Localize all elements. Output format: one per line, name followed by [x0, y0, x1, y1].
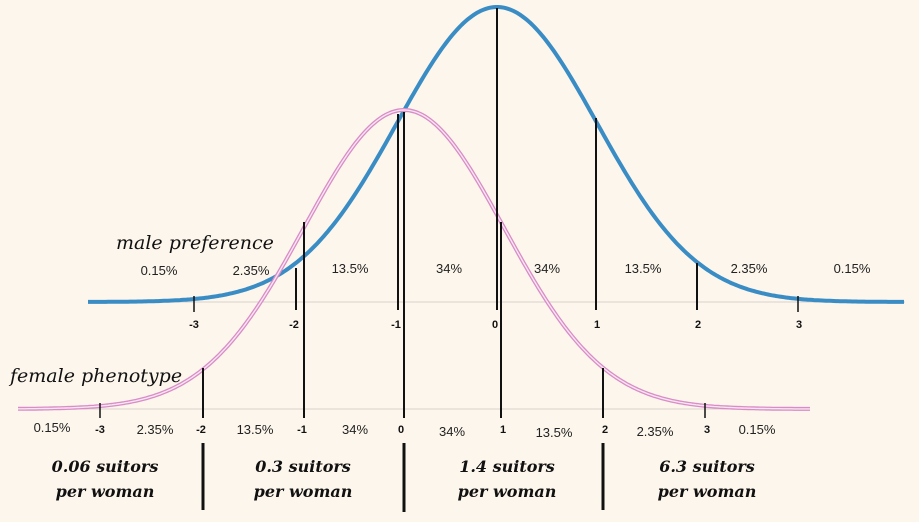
female-pct-label: 13.5% [536, 425, 573, 440]
female-sigma-tick: -3 [95, 424, 105, 436]
female-sigma-tick: 2 [602, 424, 608, 436]
suitor-label-line1: 0.3 suitors [255, 457, 351, 476]
male-pct-label: 2.35% [233, 263, 270, 278]
male-sigma-tick: 2 [695, 319, 701, 331]
female-pct-label: 2.35% [637, 424, 674, 439]
male-pct-label: 2.35% [731, 261, 768, 276]
suitor-label-line1: 0.06 suitors [52, 457, 159, 476]
female-pct-label: 0.15% [34, 420, 71, 435]
male-pct-label: 34% [534, 261, 560, 276]
female-sigma-tick: 3 [704, 424, 710, 436]
suitor-label-line2: per woman [458, 482, 557, 501]
female-pct-label: 0.15% [739, 422, 776, 437]
male-sigma-tick: -1 [391, 319, 401, 331]
female-pct-label: 34% [439, 424, 465, 439]
male-pct-label: 0.15% [834, 261, 871, 276]
female-curve-label: female phenotype [8, 365, 182, 387]
male-sigma-tick: 1 [594, 319, 600, 331]
suitor-label-line1: 6.3 suitors [659, 457, 755, 476]
male-pct-label: 13.5% [332, 261, 369, 276]
male-pct-label: 0.15% [141, 263, 178, 278]
male-sigma-tick: -3 [189, 319, 199, 331]
male-sigma-tick: 0 [492, 319, 498, 331]
male-pct-label: 34% [436, 261, 462, 276]
suitor-label-line1: 1.4 suitors [459, 457, 555, 476]
female-sigma-tick: 1 [500, 424, 506, 436]
male-sigma-tick: 3 [796, 319, 802, 331]
female-pct-label: 13.5% [237, 422, 274, 437]
female-sigma-tick: 0 [398, 424, 404, 436]
male-curve-label: male preference [116, 232, 274, 254]
male-sigma-tick: -2 [289, 319, 299, 331]
female-pct-label: 2.35% [137, 422, 174, 437]
male-pct-label: 13.5% [625, 261, 662, 276]
male-preference-curve [88, 5, 904, 304]
female-sigma-tick: -1 [297, 424, 307, 436]
female-phenotype-curve-highlight [18, 109, 810, 410]
suitor-label-line2: per woman [658, 482, 757, 501]
female-sigma-tick: -2 [196, 424, 206, 436]
female-sigma-lines [99, 112, 706, 418]
suitor-label-line2: per woman [56, 482, 155, 501]
female-pct-label: 34% [342, 422, 368, 437]
suitor-label-line2: per woman [254, 482, 353, 501]
male-sigma-lines [193, 8, 799, 312]
